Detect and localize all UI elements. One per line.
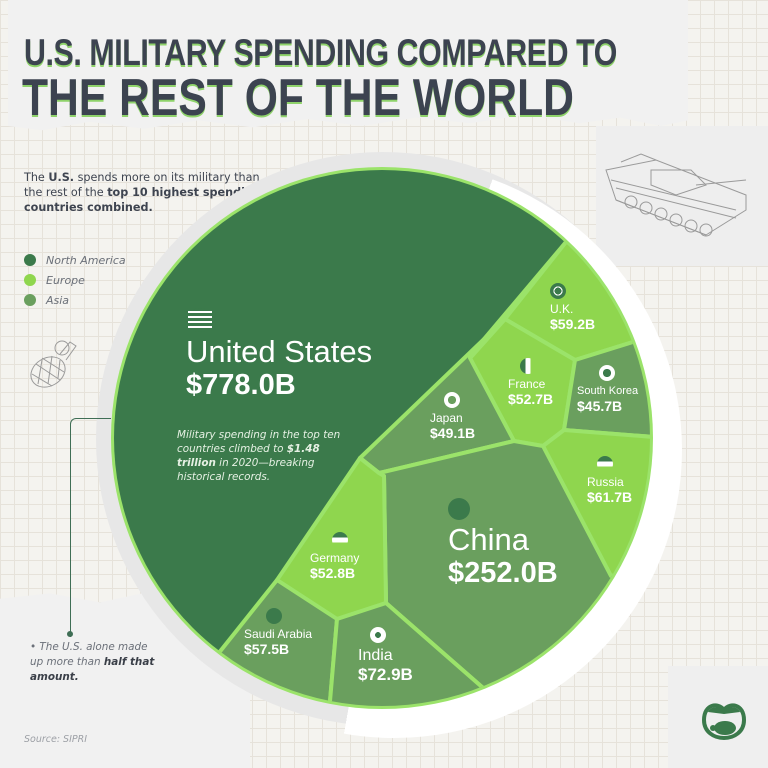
country-value: $778.0B [186, 369, 296, 401]
legend: North America Europe Asia [24, 250, 126, 310]
intro-text-bold: U.S. [48, 171, 75, 184]
country-name: Germany [310, 551, 360, 565]
note-text: Military spending in the top ten countri… [177, 429, 341, 455]
country-name: India [358, 647, 393, 664]
note-text: in 2020—breaking historical records. [177, 457, 315, 483]
note-bold: half that amount. [30, 656, 155, 683]
country-name: United States [186, 334, 373, 369]
legend-swatch-europe [24, 274, 36, 286]
intro-text: The U.S. spends more on its military tha… [24, 170, 264, 215]
country-value: $252.0B [448, 557, 558, 589]
india-flag-icon [370, 627, 386, 643]
japan-flag-icon [444, 392, 460, 408]
intro-text-part: spends more on its military than the res… [24, 171, 260, 199]
germany-flag-icon [332, 532, 348, 548]
us-note: Military spending in the top ten countri… [177, 428, 357, 484]
callout-leader-line [70, 418, 111, 637]
country-name: Japan [430, 411, 463, 425]
uk-flag-icon [550, 283, 566, 299]
country-name: Russia [587, 475, 624, 489]
legend-item-north-america: North America [24, 250, 126, 270]
intro-text-bold: top 10 highest spending countries combin… [24, 186, 261, 214]
country-value: $61.7B [587, 489, 633, 505]
country-name: France [508, 377, 546, 391]
saudi-arabia-flag-icon [266, 608, 282, 624]
label-germany: Germany $52.8B [310, 532, 359, 581]
country-name: South Korea [577, 385, 639, 397]
torn-paper-logo [668, 666, 768, 768]
note-bold: $1.48 trillion [177, 443, 320, 469]
legend-label: North America [46, 253, 126, 267]
legend-label: Asia [46, 293, 70, 307]
us-flag-icon [188, 308, 212, 332]
cell-china[interactable] [377, 439, 700, 768]
china-flag-icon [448, 498, 470, 520]
grenade-icon [30, 340, 77, 388]
legend-label: Europe [46, 273, 85, 287]
country-name: China [448, 522, 529, 557]
label-saudi-arabia: Saudi Arabia $57.5B [244, 608, 312, 657]
legend-swatch-asia [24, 294, 36, 306]
legend-item-europe: Europe [24, 270, 126, 290]
label-china: China $252.0B [448, 498, 558, 589]
country-value: $52.7B [508, 391, 554, 407]
callout-leader-dot [67, 631, 73, 637]
intro-text-part: The [24, 171, 49, 184]
side-note: • The U.S. alone made up more than half … [30, 640, 160, 685]
source-text: Source: SIPRI [24, 734, 88, 745]
brand-logo-icon [701, 703, 747, 741]
country-value: $59.2B [550, 316, 596, 332]
label-united-states: United States $778.0B [186, 308, 372, 401]
note-text: • The U.S. alone made up more than [30, 641, 148, 668]
country-value: $45.7B [577, 398, 623, 414]
label-south-korea: South Korea $45.7B [577, 365, 638, 414]
russia-flag-icon [597, 456, 613, 472]
label-uk: U.K. $59.2B [550, 283, 595, 332]
label-india: India $72.9B [358, 627, 413, 685]
title-line-1: U.S. MILITARY SPENDING COMPARED TO [24, 32, 617, 73]
label-france: France $52.7B [508, 358, 553, 407]
torn-paper-tank [596, 126, 768, 266]
country-value: $52.8B [310, 565, 356, 581]
label-russia: Russia $61.7B [587, 456, 632, 505]
france-flag-icon [520, 358, 536, 374]
country-name: U.K. [550, 302, 574, 316]
country-name: Saudi Arabia [244, 627, 313, 641]
legend-swatch-north-america [24, 254, 36, 266]
country-value: $57.5B [244, 641, 290, 657]
title-line-2: THE REST OF THE WORLD [22, 69, 574, 127]
tank-icon [605, 153, 747, 237]
torn-paper-header [8, 0, 688, 131]
country-value: $72.9B [358, 665, 413, 684]
legend-item-asia: Asia [24, 290, 126, 310]
country-value: $49.1B [430, 425, 476, 441]
south-korea-flag-icon [599, 365, 615, 381]
label-japan: Japan $49.1B [430, 392, 475, 441]
